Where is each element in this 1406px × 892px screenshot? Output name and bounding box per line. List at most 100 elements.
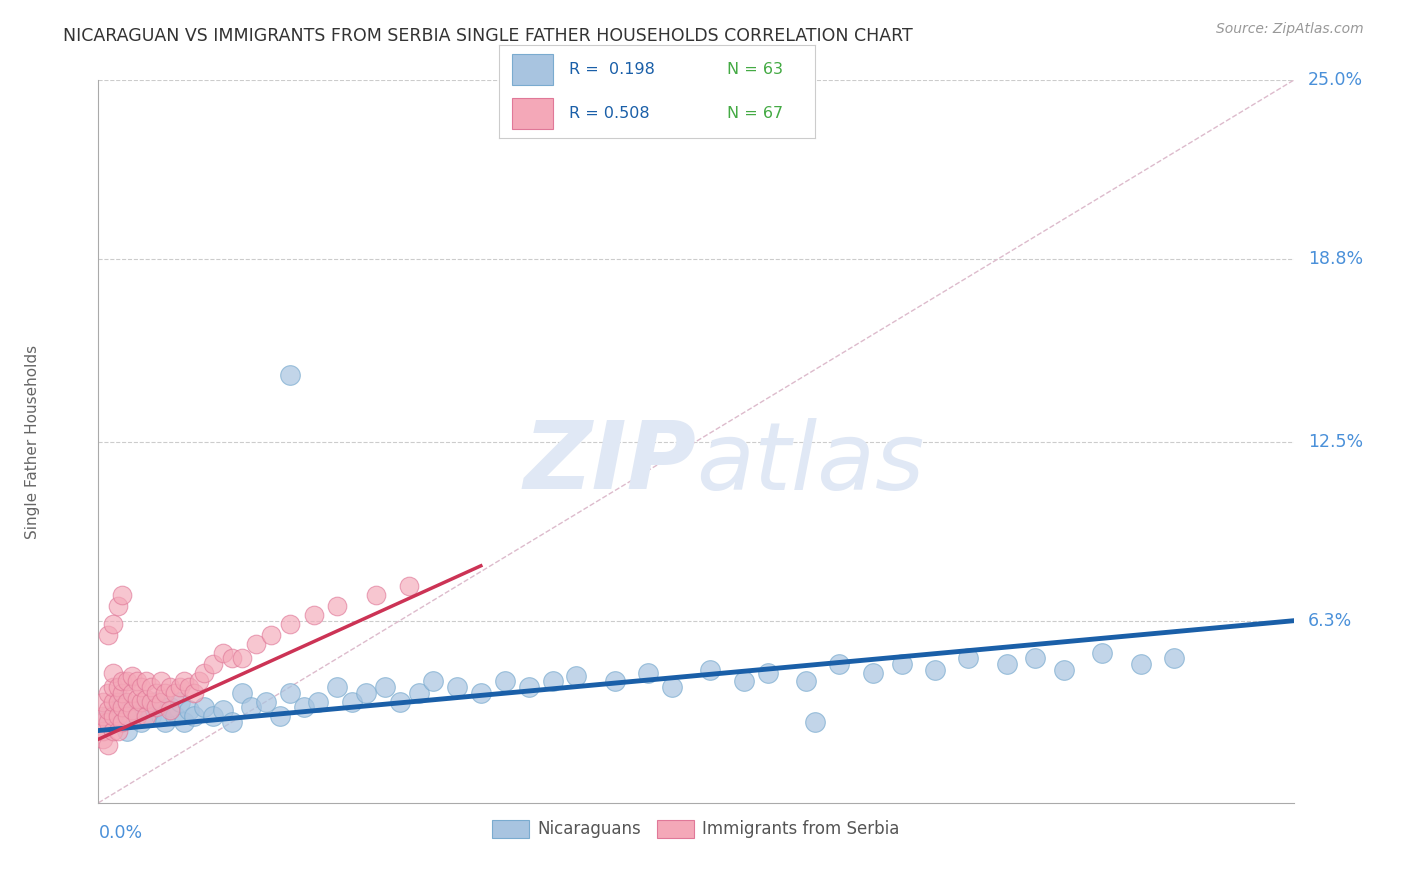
Point bbox=[269, 709, 291, 723]
Text: Source: ZipAtlas.com: Source: ZipAtlas.com bbox=[1216, 22, 1364, 37]
Point bbox=[924, 663, 946, 677]
Text: R =  0.198: R = 0.198 bbox=[568, 62, 655, 78]
Point bbox=[292, 700, 315, 714]
Point bbox=[121, 668, 143, 682]
Point bbox=[221, 714, 243, 729]
Point bbox=[183, 709, 205, 723]
Point bbox=[139, 680, 162, 694]
Point bbox=[388, 695, 411, 709]
Point bbox=[91, 695, 114, 709]
Point bbox=[408, 686, 430, 700]
Point bbox=[603, 674, 626, 689]
Point bbox=[398, 579, 420, 593]
Text: Single Father Households: Single Father Households bbox=[25, 344, 41, 539]
Text: 18.8%: 18.8% bbox=[1308, 251, 1362, 268]
Point bbox=[131, 680, 153, 694]
Point bbox=[211, 646, 233, 660]
Point bbox=[699, 663, 721, 677]
Legend: Nicaraguans, Immigrants from Serbia: Nicaraguans, Immigrants from Serbia bbox=[485, 813, 907, 845]
Point bbox=[111, 700, 134, 714]
Point bbox=[231, 651, 253, 665]
Point bbox=[278, 616, 301, 631]
Point bbox=[240, 700, 263, 714]
Point bbox=[278, 686, 301, 700]
Point bbox=[115, 723, 138, 738]
Text: NICARAGUAN VS IMMIGRANTS FROM SERBIA SINGLE FATHER HOUSEHOLDS CORRELATION CHART: NICARAGUAN VS IMMIGRANTS FROM SERBIA SIN… bbox=[63, 27, 912, 45]
Point bbox=[101, 709, 124, 723]
Point bbox=[145, 686, 167, 700]
Point bbox=[145, 695, 167, 709]
Point bbox=[121, 709, 143, 723]
Point bbox=[828, 657, 851, 671]
Point bbox=[1163, 651, 1185, 665]
Point bbox=[159, 680, 181, 694]
Point bbox=[173, 714, 195, 729]
Point bbox=[125, 674, 148, 689]
Point bbox=[135, 674, 157, 689]
Point bbox=[107, 723, 129, 738]
Point bbox=[107, 703, 129, 717]
Point bbox=[159, 703, 181, 717]
Point bbox=[135, 700, 157, 714]
Point bbox=[101, 665, 124, 680]
Point bbox=[101, 695, 124, 709]
Point bbox=[121, 703, 143, 717]
Point bbox=[135, 691, 157, 706]
Point bbox=[446, 680, 468, 694]
Point bbox=[661, 680, 683, 694]
Point bbox=[145, 700, 167, 714]
Point bbox=[494, 674, 516, 689]
Point bbox=[115, 674, 138, 689]
Point bbox=[637, 665, 659, 680]
Point bbox=[354, 686, 377, 700]
Point bbox=[97, 709, 120, 723]
Point bbox=[107, 695, 129, 709]
Point bbox=[97, 628, 120, 642]
Point bbox=[159, 700, 181, 714]
Point bbox=[97, 714, 120, 729]
Point bbox=[307, 695, 329, 709]
Point bbox=[202, 709, 225, 723]
Point bbox=[364, 588, 387, 602]
Text: 25.0%: 25.0% bbox=[1308, 71, 1362, 89]
Point bbox=[115, 695, 138, 709]
Point bbox=[1053, 663, 1076, 677]
Point bbox=[139, 709, 162, 723]
Point bbox=[733, 674, 755, 689]
Point bbox=[91, 709, 114, 723]
Point bbox=[187, 674, 209, 689]
Point bbox=[135, 709, 157, 723]
Text: N = 63: N = 63 bbox=[727, 62, 783, 78]
FancyBboxPatch shape bbox=[512, 98, 553, 129]
Point bbox=[125, 709, 148, 723]
Text: atlas: atlas bbox=[696, 417, 924, 508]
Point bbox=[245, 637, 267, 651]
Point bbox=[470, 686, 492, 700]
Point bbox=[91, 732, 114, 747]
Point bbox=[221, 651, 243, 665]
Point bbox=[326, 680, 349, 694]
Point bbox=[302, 607, 325, 622]
Point bbox=[111, 695, 134, 709]
Point bbox=[173, 674, 195, 689]
Point bbox=[163, 686, 186, 700]
Point bbox=[326, 599, 349, 614]
Point bbox=[111, 686, 134, 700]
Point bbox=[179, 703, 201, 717]
Point bbox=[202, 657, 225, 671]
Point bbox=[957, 651, 980, 665]
Point bbox=[91, 723, 114, 738]
Point bbox=[1129, 657, 1152, 671]
Point bbox=[111, 588, 134, 602]
Point bbox=[862, 665, 884, 680]
Point bbox=[193, 665, 215, 680]
Point bbox=[107, 709, 129, 723]
Point bbox=[756, 665, 779, 680]
Point bbox=[115, 709, 138, 723]
Point bbox=[91, 714, 114, 729]
Point bbox=[131, 714, 153, 729]
Point bbox=[101, 616, 124, 631]
Point bbox=[149, 674, 172, 689]
Text: R = 0.508: R = 0.508 bbox=[568, 106, 650, 121]
Point bbox=[254, 695, 277, 709]
